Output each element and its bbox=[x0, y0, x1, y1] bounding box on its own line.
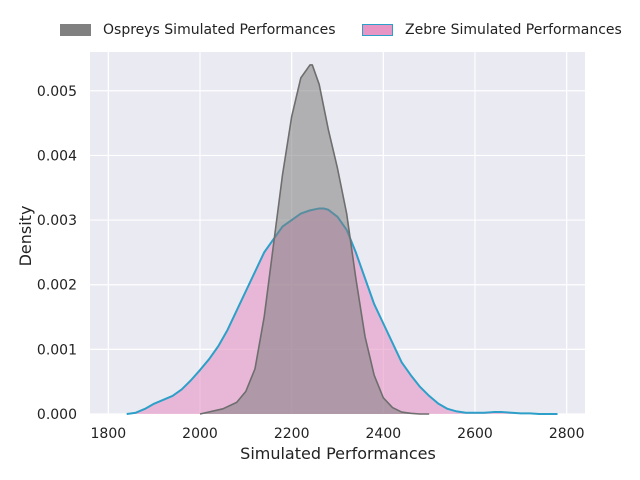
x-tick-label-2: 2200 bbox=[274, 426, 310, 442]
y-tick-label-1: 0.001 bbox=[37, 342, 77, 358]
legend: Ospreys Simulated Performances Zebre Sim… bbox=[0, 18, 640, 42]
ospreys-density-line bbox=[199, 64, 430, 415]
x-tick-label-5: 2800 bbox=[549, 426, 585, 442]
x-tick-label-0: 1800 bbox=[91, 426, 127, 442]
ospreys-density-fill bbox=[200, 64, 430, 415]
legend-label-ospreys: Ospreys Simulated Performances bbox=[103, 22, 336, 38]
y-tick-label-4: 0.004 bbox=[37, 148, 77, 164]
legend-swatch-zebre bbox=[362, 24, 393, 36]
y-tick-label-0: 0.000 bbox=[37, 407, 77, 423]
x-tick-label-4: 2600 bbox=[457, 426, 493, 442]
y-tick-labels: 0.000 0.001 0.002 0.003 0.004 0.005 bbox=[37, 84, 77, 423]
legend-item-zebre: Zebre Simulated Performances bbox=[362, 22, 622, 38]
legend-item-ospreys: Ospreys Simulated Performances bbox=[60, 22, 336, 38]
x-tick-label-1: 2000 bbox=[182, 426, 218, 442]
legend-label-zebre: Zebre Simulated Performances bbox=[405, 22, 622, 38]
y-tick-label-2: 0.002 bbox=[37, 278, 77, 294]
y-tick-label-3: 0.003 bbox=[37, 213, 77, 229]
y-axis-title: Density bbox=[16, 206, 35, 267]
y-tick-label-5: 0.005 bbox=[37, 84, 77, 100]
x-tick-label-3: 2400 bbox=[366, 426, 402, 442]
x-tick-labels: 1800 2000 2200 2400 2600 2800 bbox=[91, 426, 585, 442]
density-curves bbox=[126, 64, 558, 415]
x-axis-title: Simulated Performances bbox=[240, 444, 436, 463]
legend-swatch-ospreys bbox=[60, 24, 91, 36]
